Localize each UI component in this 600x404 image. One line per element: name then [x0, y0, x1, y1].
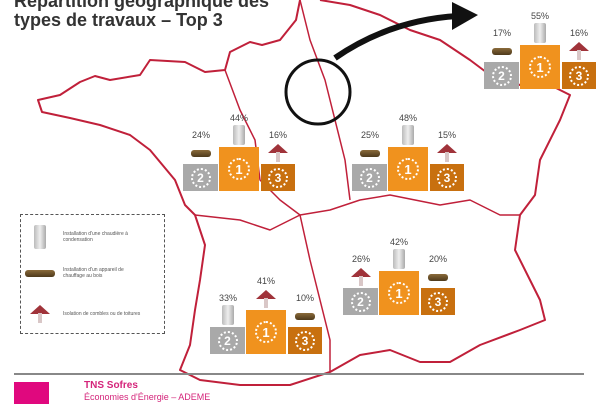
podium-ile-de-france: 17% 2 55% 1 16% 3	[484, 0, 599, 89]
rank-number: 1	[388, 282, 410, 304]
podium-rank-3: 3	[288, 327, 322, 354]
percentage-label: 42%	[389, 237, 408, 247]
boiler-icon	[233, 125, 245, 145]
rank-number: 1	[397, 158, 419, 180]
percentage-label: 16%	[569, 28, 588, 38]
rank-number: 2	[217, 330, 238, 351]
wood-stove-icon	[295, 313, 315, 320]
brand-logo	[14, 382, 49, 404]
podium-rank-1: 1	[388, 147, 428, 191]
paris-highlight-circle	[284, 58, 352, 126]
podium-rank-3: 3	[261, 164, 295, 191]
percentage-label: 16%	[268, 130, 287, 140]
percentage-label: 41%	[256, 276, 275, 286]
legend-item-roof: Isolation de combles ou de toitures	[25, 303, 143, 325]
podium-south-east: 26% 2 42% 1 20% 3	[343, 220, 458, 315]
percentage-label: 44%	[229, 113, 248, 123]
podium-rank-2: 2	[352, 164, 387, 191]
rank-number: 3	[428, 291, 448, 312]
boiler-icon	[534, 23, 546, 43]
wood-stove-icon	[191, 150, 211, 157]
podium-south-west: 33% 2 41% 1 10% 3	[210, 259, 325, 354]
percentage-label: 55%	[530, 11, 549, 21]
percentage-label: 26%	[351, 254, 370, 264]
rank-number: 3	[569, 65, 589, 86]
rank-number: 1	[255, 321, 277, 343]
podium-rank-2: 2	[183, 164, 218, 191]
percentage-label: 15%	[437, 130, 456, 140]
footer-company: TNS Sofres	[84, 380, 138, 391]
rank-number: 1	[529, 56, 551, 78]
podium-rank-2: 2	[484, 62, 519, 89]
arrow-icon	[333, 13, 459, 61]
rank-number: 3	[295, 330, 315, 351]
percentage-label: 33%	[218, 293, 237, 303]
podium-rank-1: 1	[379, 271, 419, 315]
rank-number: 2	[190, 167, 211, 188]
podium-rank-1: 1	[246, 310, 286, 354]
legend: Installation d'une chaudière à condensat…	[20, 214, 165, 334]
percentage-label: 17%	[492, 28, 511, 38]
region-border	[224, 69, 520, 216]
podium-rank-1: 1	[520, 45, 560, 89]
rank-number: 3	[437, 167, 457, 188]
boiler-icon	[34, 225, 46, 249]
roof-insulation-icon	[569, 42, 589, 60]
legend-item-wood: Installation d'un appareil de chauffage …	[25, 267, 143, 279]
legend-item-boiler: Installation d'une chaudière à condensat…	[25, 225, 143, 249]
region-border	[299, 214, 331, 372]
podium-rank-3: 3	[421, 288, 455, 315]
roof-insulation-icon	[256, 290, 276, 308]
wood-stove-icon	[428, 274, 448, 281]
roof-insulation-icon	[30, 305, 50, 323]
boiler-icon	[222, 305, 234, 325]
podium-north-west: 24% 2 44% 1 16% 3	[183, 96, 298, 191]
page-title: Répartition géographique des types de tr…	[14, 0, 270, 30]
boiler-icon	[402, 125, 414, 145]
wood-stove-icon	[360, 150, 380, 157]
footer-subtitle: Économies d'Énergie – ADEME	[84, 392, 211, 402]
podium-north-east: 25% 2 48% 1 15% 3	[352, 96, 467, 191]
footer-divider	[14, 373, 584, 375]
boiler-icon	[393, 249, 405, 269]
rank-number: 2	[350, 291, 371, 312]
wood-stove-icon	[25, 269, 55, 277]
region-border	[299, 0, 351, 201]
podium-rank-2: 2	[343, 288, 378, 315]
percentage-label: 24%	[191, 130, 210, 140]
podium-rank-3: 3	[430, 164, 464, 191]
rank-number: 1	[228, 158, 250, 180]
region-border	[194, 214, 301, 231]
wood-stove-icon	[492, 48, 512, 55]
rank-number: 2	[491, 65, 512, 86]
podium-rank-3: 3	[562, 62, 596, 89]
percentage-label: 48%	[398, 113, 417, 123]
percentage-label: 10%	[295, 293, 314, 303]
percentage-label: 20%	[428, 254, 447, 264]
rank-number: 2	[359, 167, 380, 188]
roof-insulation-icon	[351, 268, 371, 286]
rank-number: 3	[268, 167, 288, 188]
percentage-label: 25%	[360, 130, 379, 140]
france-outline	[37, 0, 571, 386]
roof-insulation-icon	[437, 144, 457, 162]
roof-insulation-icon	[268, 144, 288, 162]
podium-rank-1: 1	[219, 147, 259, 191]
podium-rank-2: 2	[210, 327, 245, 354]
